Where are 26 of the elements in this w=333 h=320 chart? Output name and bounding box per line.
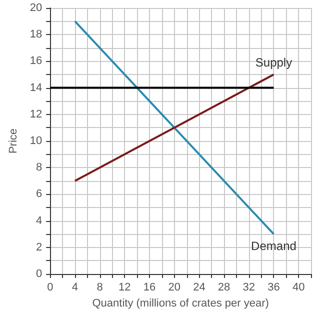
y-tick-label: 20 bbox=[30, 2, 42, 14]
x-tick-label: 24 bbox=[193, 282, 206, 294]
x-tick-label: 16 bbox=[143, 282, 156, 294]
y-tick-label: 16 bbox=[30, 55, 42, 68]
y-tick-label: 12 bbox=[30, 108, 42, 120]
x-axis-title: Quantity (millions of crates per year) bbox=[92, 297, 269, 310]
x-tick-label: 8 bbox=[96, 282, 103, 294]
y-tick-label: 2 bbox=[36, 241, 42, 254]
y-tick-label: 14 bbox=[30, 82, 42, 94]
series-label: Demand bbox=[251, 239, 296, 254]
y-tick-label: 0 bbox=[36, 268, 42, 280]
x-tick-label: 28 bbox=[218, 282, 230, 294]
y-tick-label: 10 bbox=[30, 135, 42, 147]
x-tick-label: 20 bbox=[168, 282, 180, 294]
x-tick-label: 32 bbox=[242, 282, 256, 294]
x-tick-label: 12 bbox=[118, 282, 131, 294]
y-tick-label: 8 bbox=[36, 162, 42, 174]
x-tick-label: 40 bbox=[292, 282, 305, 294]
y-tick-label: 18 bbox=[30, 28, 42, 41]
y-axis-title: Price bbox=[8, 128, 20, 154]
y-tick-label: 6 bbox=[36, 188, 42, 200]
series-label: Supply bbox=[255, 56, 292, 70]
y-tick-label: 4 bbox=[36, 214, 42, 227]
x-tick-label: 0 bbox=[47, 282, 54, 294]
x-tick-label: 4 bbox=[72, 282, 78, 294]
x-tick-label: 36 bbox=[268, 282, 280, 294]
